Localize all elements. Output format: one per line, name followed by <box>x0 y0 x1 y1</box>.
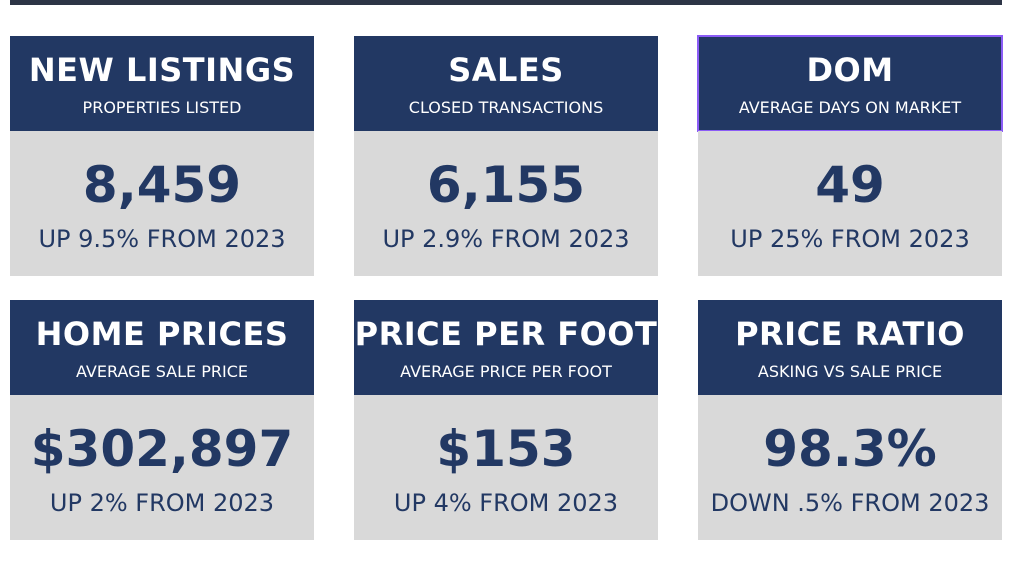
card-change: UP 9.5% FROM 2023 <box>38 225 286 253</box>
card-change: DOWN .5% FROM 2023 <box>710 489 990 517</box>
stat-card-price-ratio[interactable]: PRICE RATIO ASKING VS SALE PRICE 98.3% D… <box>698 300 1002 540</box>
card-body: 8,459 UP 9.5% FROM 2023 <box>10 131 314 276</box>
card-subtitle: CLOSED TRANSACTIONS <box>408 98 604 117</box>
card-value: 8,459 <box>82 156 242 214</box>
card-title: DOM <box>806 51 894 89</box>
stat-card-dom[interactable]: DOM AVERAGE DAYS ON MARKET 49 UP 25% FRO… <box>697 35 1003 276</box>
card-change: UP 2% FROM 2023 <box>49 489 275 517</box>
card-subtitle: AVERAGE DAYS ON MARKET <box>738 98 962 117</box>
top-image-strip <box>10 0 1002 5</box>
card-value: $302,897 <box>30 420 294 478</box>
card-title: HOME PRICES <box>35 315 289 353</box>
card-body: 6,155 UP 2.9% FROM 2023 <box>354 131 658 276</box>
card-value: $153 <box>436 420 576 478</box>
card-subtitle: ASKING VS SALE PRICE <box>757 362 943 381</box>
card-value: 6,155 <box>426 156 586 214</box>
card-subtitle: AVERAGE PRICE PER FOOT <box>400 362 612 381</box>
card-body: $302,897 UP 2% FROM 2023 <box>10 395 314 540</box>
card-subtitle: AVERAGE SALE PRICE <box>76 362 248 381</box>
card-change: UP 25% FROM 2023 <box>730 225 970 253</box>
card-change: UP 2.9% FROM 2023 <box>382 225 630 253</box>
card-change: UP 4% FROM 2023 <box>393 489 619 517</box>
card-body: 98.3% DOWN .5% FROM 2023 <box>698 395 1002 540</box>
card-header: HOME PRICES AVERAGE SALE PRICE <box>10 300 314 395</box>
card-header: PRICE RATIO ASKING VS SALE PRICE <box>698 300 1002 395</box>
card-header-selected[interactable]: DOM AVERAGE DAYS ON MARKET <box>697 35 1003 132</box>
card-title: SALES <box>448 51 564 89</box>
card-header: NEW LISTINGS PROPERTIES LISTED <box>10 36 314 131</box>
card-header: PRICE PER FOOT AVERAGE PRICE PER FOOT <box>354 300 658 395</box>
card-title: PRICE PER FOOT <box>354 315 658 353</box>
card-body: $153 UP 4% FROM 2023 <box>354 395 658 540</box>
card-title: PRICE RATIO <box>735 315 965 353</box>
card-value: 98.3% <box>763 420 937 478</box>
stat-card-new-listings[interactable]: NEW LISTINGS PROPERTIES LISTED 8,459 UP … <box>10 36 314 276</box>
card-body: 49 UP 25% FROM 2023 <box>698 131 1002 276</box>
card-title: NEW LISTINGS <box>28 51 296 89</box>
stat-card-home-prices[interactable]: HOME PRICES AVERAGE SALE PRICE $302,897 … <box>10 300 314 540</box>
card-header: SALES CLOSED TRANSACTIONS <box>354 36 658 131</box>
card-value: 49 <box>815 156 885 214</box>
card-subtitle: PROPERTIES LISTED <box>82 98 242 117</box>
stat-card-price-per-foot[interactable]: PRICE PER FOOT AVERAGE PRICE PER FOOT $1… <box>354 300 658 540</box>
stat-card-sales[interactable]: SALES CLOSED TRANSACTIONS 6,155 UP 2.9% … <box>354 36 658 276</box>
